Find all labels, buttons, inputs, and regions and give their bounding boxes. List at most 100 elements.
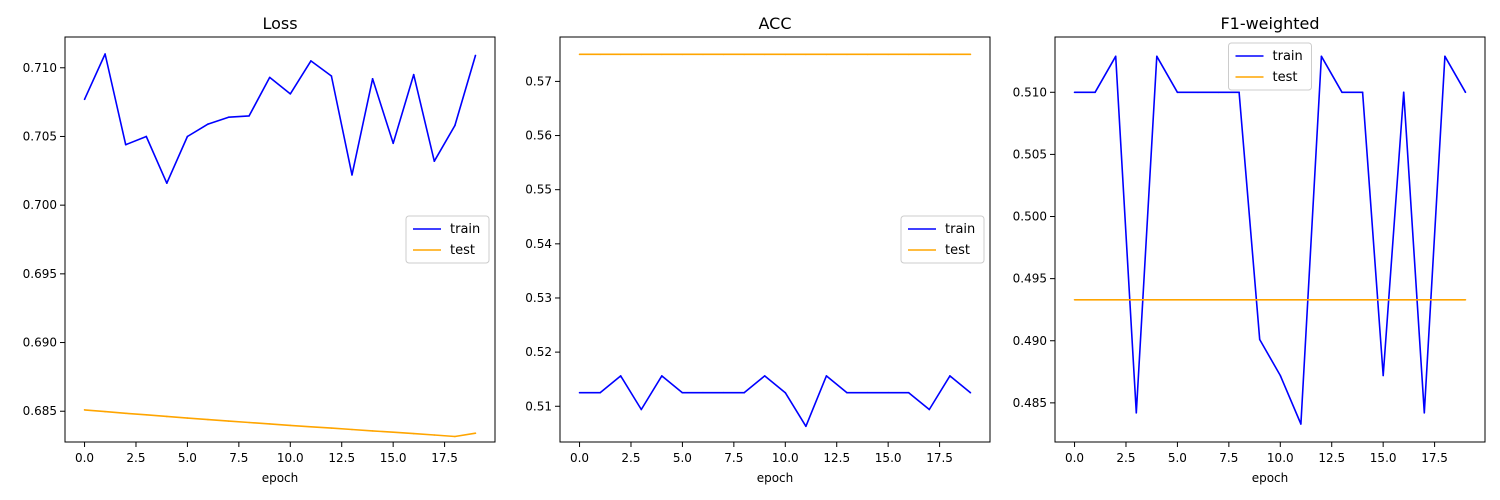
x-tick-label: 15.0 xyxy=(380,451,407,465)
data-point-train xyxy=(743,391,745,394)
data-point-train xyxy=(928,408,931,411)
y-tick-label: 0.500 xyxy=(1013,210,1047,224)
chart-panel-1: Loss 0.0 2.5 5.0 7.5 10.0 12.5 15.0 17.5 0.685 0.6… xyxy=(23,14,496,485)
data-point-train xyxy=(392,142,394,145)
data-point-test xyxy=(207,418,209,421)
x-tick-label: 7.5 xyxy=(229,451,248,465)
x-tick-label: 12.5 xyxy=(823,451,850,465)
data-point-test xyxy=(1444,298,1446,301)
data-point-train xyxy=(1094,91,1096,94)
data-point-train xyxy=(702,391,704,394)
x-tick-label: 0.0 xyxy=(75,451,94,465)
data-point-train xyxy=(784,391,787,394)
data-point-test xyxy=(1135,298,1138,301)
y-tick-label: 0.56 xyxy=(525,129,552,143)
data-point-train xyxy=(969,391,972,394)
data-point-test xyxy=(412,432,415,435)
data-point-test xyxy=(1361,298,1364,301)
x-tick-label: 17.5 xyxy=(926,451,953,465)
data-point-train xyxy=(1464,91,1467,94)
data-point-test xyxy=(289,424,292,427)
legend: train test xyxy=(900,215,985,264)
data-point-test xyxy=(330,427,333,429)
x-tick-label: 12.5 xyxy=(328,451,355,465)
legend-label-test: test xyxy=(945,243,970,258)
data-point-test xyxy=(619,53,622,56)
data-point-test xyxy=(805,53,807,56)
y-tick-label: 0.710 xyxy=(23,61,57,75)
data-point-train xyxy=(805,425,807,428)
x-tick-label: 12.5 xyxy=(1318,451,1345,465)
data-point-train xyxy=(949,375,951,377)
data-point-train xyxy=(166,182,168,184)
data-point-test xyxy=(268,423,271,425)
series-line-train xyxy=(1074,55,1467,425)
data-point-train xyxy=(763,375,766,377)
x-tick-label: 7.5 xyxy=(1219,451,1238,465)
data-point-train xyxy=(330,75,333,77)
data-point-train xyxy=(846,391,848,394)
x-tick-label: 5.0 xyxy=(178,451,197,465)
data-point-train xyxy=(722,391,725,394)
data-point-test xyxy=(371,430,374,432)
data-point-test xyxy=(474,432,477,435)
data-point-test xyxy=(454,435,456,438)
x-tick-label: 2.5 xyxy=(126,451,145,465)
data-point-test xyxy=(1217,298,1220,301)
x-tick-label: 15.0 xyxy=(1370,451,1397,465)
data-point-test xyxy=(1114,298,1117,301)
y-tick-label: 0.705 xyxy=(23,129,57,143)
axes-frame xyxy=(64,36,496,443)
x-tick-label: 17.5 xyxy=(1421,451,1448,465)
data-point-train xyxy=(887,391,889,394)
data-point-test xyxy=(1238,298,1240,301)
legend-label-test: test xyxy=(450,243,475,258)
data-point-train xyxy=(1135,412,1138,414)
data-point-test xyxy=(866,53,869,56)
data-point-train xyxy=(124,143,127,146)
series-line-train xyxy=(579,375,972,428)
y-tick-label: 0.700 xyxy=(23,198,57,212)
data-point-test xyxy=(825,53,828,56)
data-point-train xyxy=(1320,55,1323,58)
data-point-test xyxy=(1382,298,1384,301)
x-tick-label: 10.0 xyxy=(772,451,799,465)
data-point-test xyxy=(887,53,889,56)
legend-box xyxy=(900,215,985,264)
data-point-train xyxy=(1402,91,1405,94)
data-point-test xyxy=(681,53,684,56)
data-point-train xyxy=(1258,338,1261,341)
data-point-test xyxy=(392,431,394,434)
data-point-train xyxy=(1176,91,1179,94)
chart-panel-3: F1-weighted 0.0 2.5 5.0 7.5 10.0 12.5 15.0 17.5 0… xyxy=(1013,14,1486,485)
data-point-train xyxy=(454,124,456,127)
data-point-test xyxy=(351,428,353,431)
x-tick-label: 2.5 xyxy=(1116,451,1135,465)
x-axis-label: epoch xyxy=(1252,471,1289,485)
data-point-test xyxy=(578,53,581,56)
data-point-train xyxy=(1073,91,1076,94)
data-point-test xyxy=(743,53,745,56)
y-tick-label: 0.51 xyxy=(525,399,552,413)
x-tick-label: 2.5 xyxy=(621,451,640,465)
data-point-test xyxy=(846,53,848,56)
data-point-train xyxy=(412,73,415,76)
x-tick-label: 0.0 xyxy=(570,451,589,465)
data-point-test xyxy=(1341,298,1343,301)
legend-label-train: train xyxy=(1273,49,1303,64)
data-point-train xyxy=(83,98,86,101)
x-axis-label: epoch xyxy=(262,471,299,485)
x-tick-label: 17.5 xyxy=(431,451,458,465)
x-tick-label: 0.0 xyxy=(1065,451,1084,465)
x-tick-label: 10.0 xyxy=(277,451,304,465)
data-point-test xyxy=(1258,298,1261,301)
data-point-train xyxy=(640,408,643,411)
data-point-train xyxy=(207,123,209,125)
data-point-train xyxy=(433,160,436,162)
data-point-test xyxy=(1402,298,1405,301)
data-point-train xyxy=(661,375,663,377)
y-tick-label: 0.53 xyxy=(525,291,552,305)
legend-box xyxy=(405,215,490,264)
chart-title: ACC xyxy=(758,14,791,33)
chart-title: Loss xyxy=(262,14,297,33)
